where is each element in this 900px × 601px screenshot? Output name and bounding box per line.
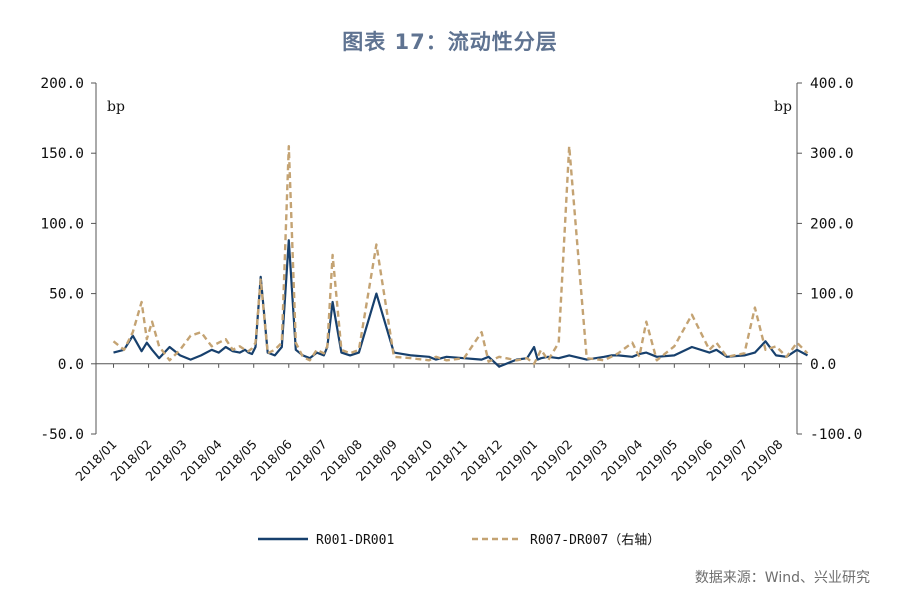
chart-title: 图表 17：流动性分层 — [342, 30, 558, 54]
left-tick-label: 200.0 — [40, 76, 84, 92]
left-tick-label: 150.0 — [40, 146, 84, 162]
right-tick-label: 400.0 — [810, 76, 854, 92]
left-tick-label: 50.0 — [49, 287, 84, 303]
series-lines — [112, 144, 809, 368]
source-note: 数据来源：Wind、兴业研究 — [694, 570, 870, 586]
right-axis-ticks: -100.0 0.0 100.0 200.0 300.0 400.0 — [797, 76, 862, 443]
left-tick-label: 100.0 — [40, 216, 84, 232]
right-tick-label: 100.0 — [810, 287, 854, 303]
right-axis-unit: bp — [774, 99, 792, 115]
legend-label: R007-DR007（右轴） — [530, 533, 660, 548]
right-tick-label: -100.0 — [810, 427, 862, 443]
series-line-r001-dr001 — [113, 239, 809, 368]
series-line-r007-dr007 — [112, 144, 809, 365]
legend: R001-DR001 R007-DR007（右轴） — [258, 533, 660, 548]
right-tick-label: 200.0 — [810, 216, 854, 232]
legend-label: R001-DR001 — [316, 533, 394, 548]
right-tick-label: 300.0 — [810, 146, 854, 162]
left-axis-ticks: -50.0 0.0 50.0 100.0 150.0 200.0 — [40, 76, 96, 443]
chart-frame — [95, 83, 798, 434]
right-tick-label: 0.0 — [810, 357, 836, 373]
x-axis-ticks: 2018/012018/022018/032018/042018/052018/… — [72, 363, 786, 484]
left-tick-label: 0.0 — [58, 357, 84, 373]
left-axis-unit: bp — [107, 99, 125, 115]
left-tick-label: -50.0 — [40, 427, 84, 443]
